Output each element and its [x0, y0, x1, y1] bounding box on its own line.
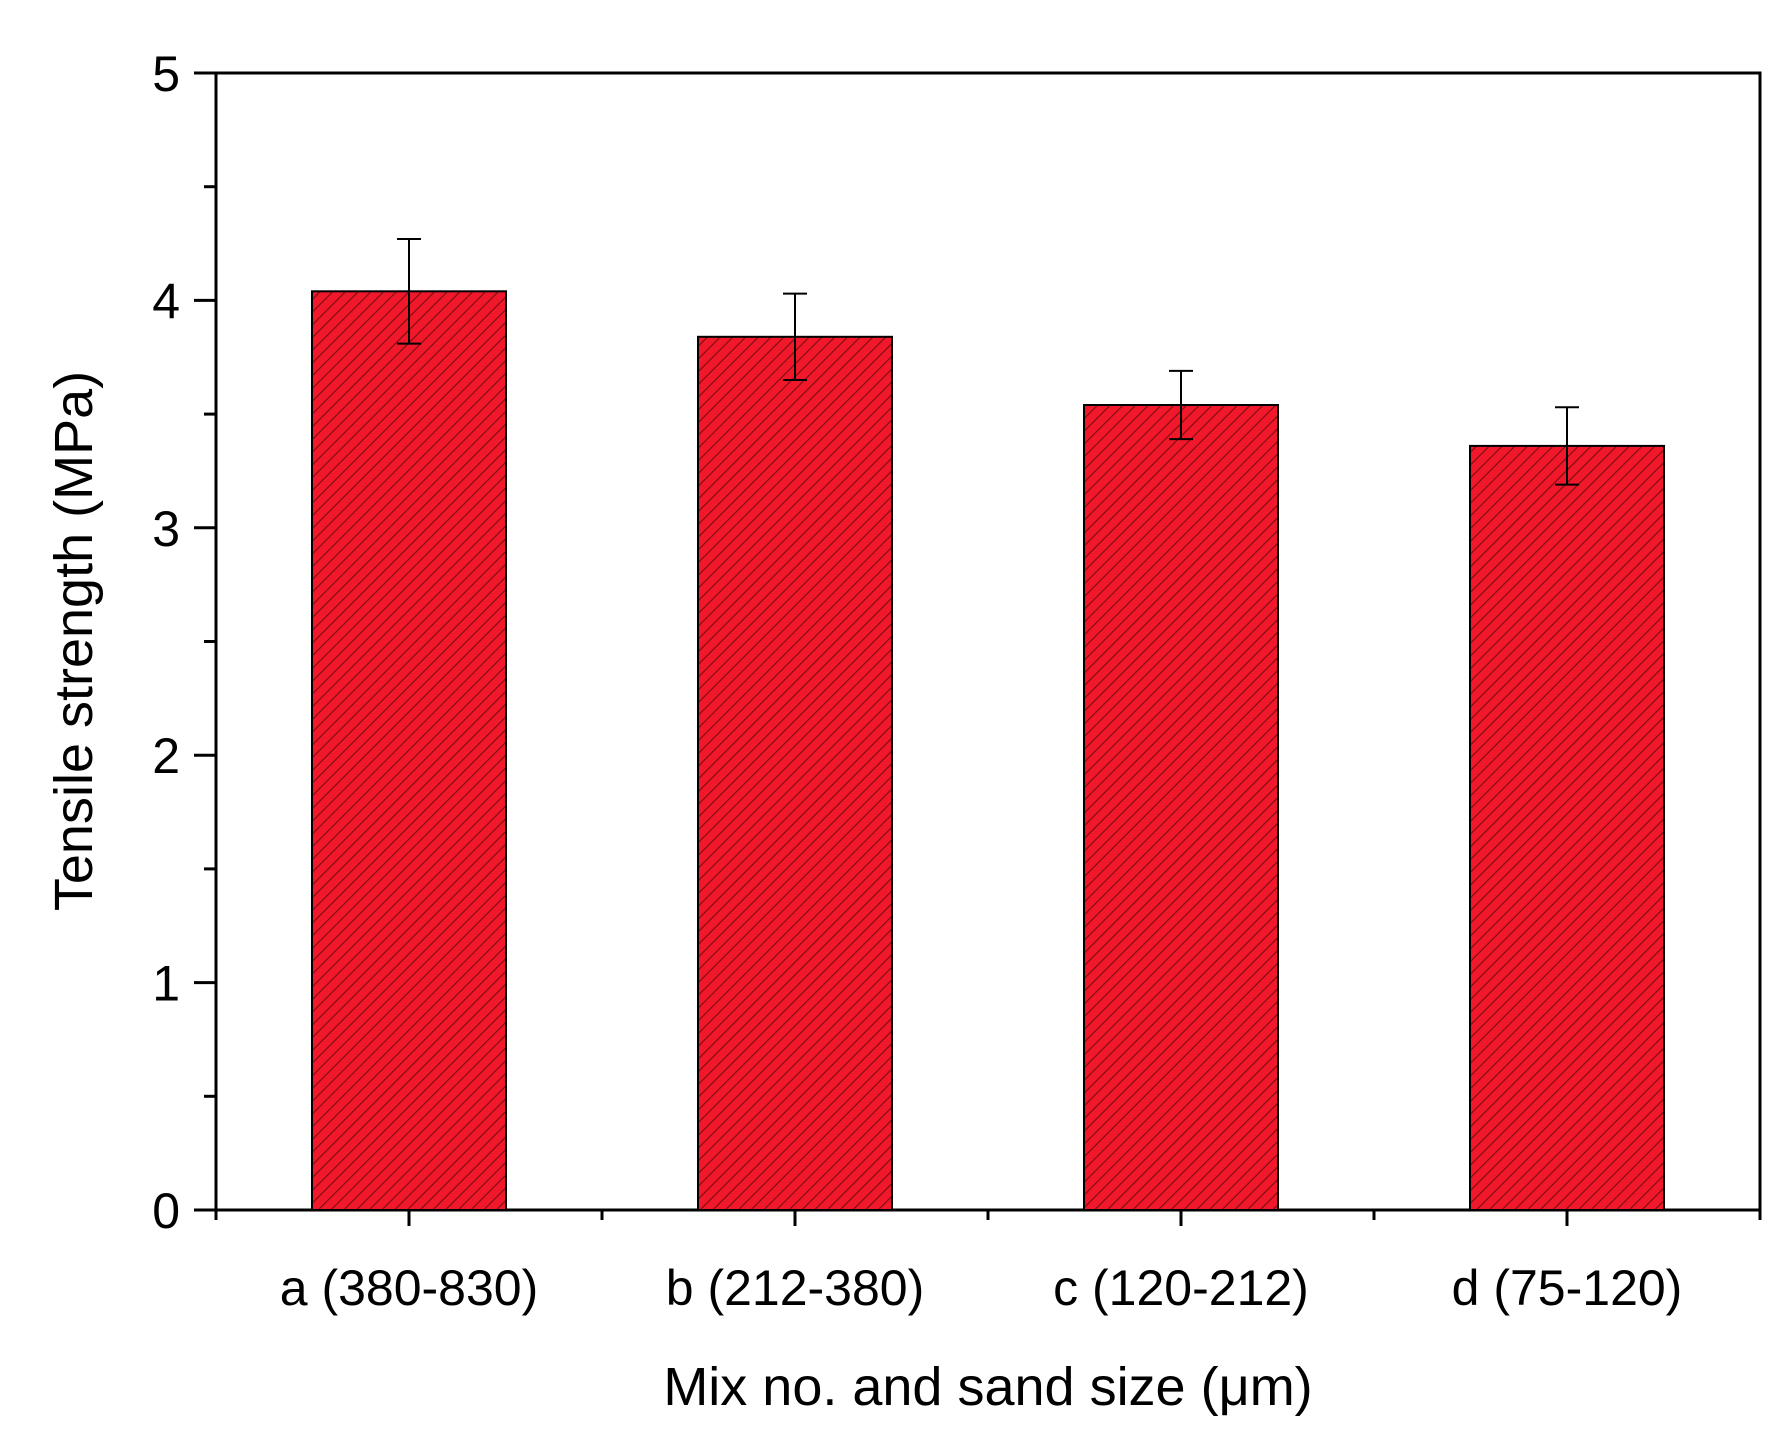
bar-2: [697, 335, 893, 1211]
y-tick-label-1: 1: [152, 956, 180, 1012]
y-tick-label-4: 4: [152, 273, 180, 329]
y-axis: 0 1 2 3 4 5: [152, 46, 216, 1239]
x-tick-label-2: b (212-380): [666, 1260, 925, 1316]
y-tick-label-3: 3: [152, 501, 180, 557]
x-tick-label-3: c (120-212): [1053, 1260, 1309, 1316]
bar-3: [1083, 404, 1279, 1211]
y-tick-label-2: 2: [152, 728, 180, 784]
error-bars-group: [397, 238, 1579, 486]
x-tick-label-4: d (75-120): [1452, 1260, 1683, 1316]
y-tick-label-5: 5: [152, 46, 180, 102]
bar-1: [311, 290, 507, 1211]
y-tick-label-0: 0: [152, 1183, 180, 1239]
x-tick-label-1: a (380-830): [280, 1260, 539, 1316]
x-axis-title: Mix no. and sand size (μm): [663, 1357, 1312, 1417]
bar-4: [1469, 444, 1665, 1211]
y-axis-title: Tensile strength (MPa): [44, 371, 104, 911]
x-axis: a (380-830) b (212-380) c (120-212) d (75-1…: [214, 1210, 1762, 1316]
bars-group: [311, 290, 1665, 1211]
